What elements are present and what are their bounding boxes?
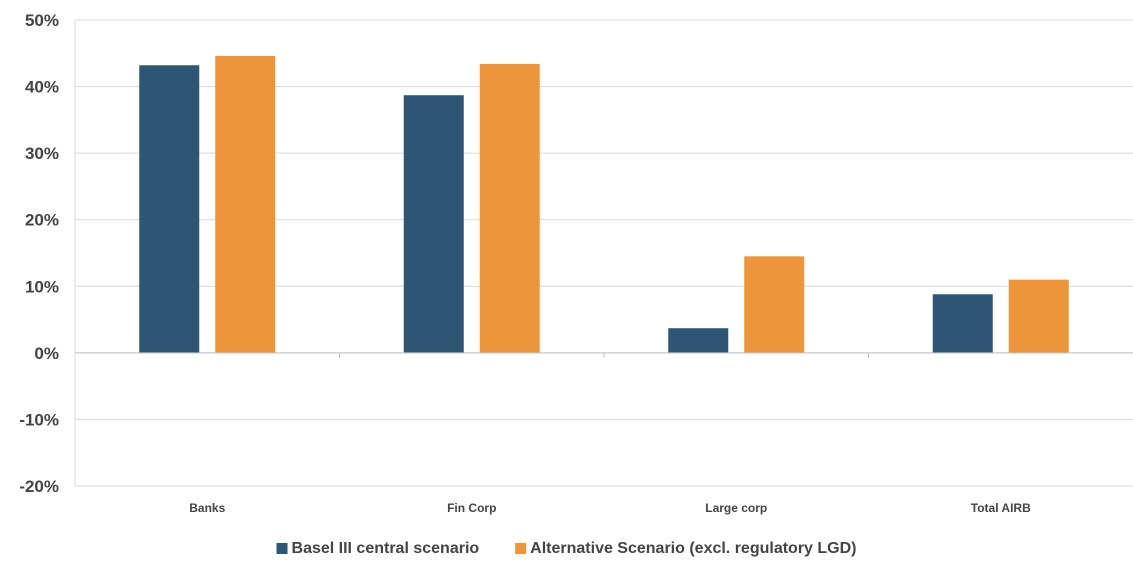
legend-label: Alternative Scenario (excl. regulatory L… xyxy=(530,540,856,557)
bars xyxy=(139,55,1069,353)
y-tick-label: -20% xyxy=(19,477,59,496)
bar-basel-iii-fin-corp xyxy=(403,95,464,353)
x-tick-label: Banks xyxy=(189,501,225,515)
x-tick-label: Large corp xyxy=(705,501,767,515)
y-tick-label: 30% xyxy=(25,144,59,163)
bar-basel-iii-large-corp xyxy=(668,328,729,353)
legend-swatch xyxy=(515,543,527,554)
bar-alternative-banks xyxy=(215,55,276,353)
x-tick-label: Total AIRB xyxy=(971,501,1031,515)
y-axis-ticks: -20% -10% 0% 10% 20% 30% 40% 50% xyxy=(19,11,59,496)
axes xyxy=(74,20,1133,486)
legend-label: Basel III central scenario xyxy=(292,540,480,557)
y-tick-label: 40% xyxy=(25,78,59,97)
bar-basel-iii-total-airb xyxy=(932,294,993,353)
y-tick-label: 10% xyxy=(25,277,59,296)
bar-alternative-total-airb xyxy=(1008,279,1069,353)
bar-basel-iii-banks xyxy=(139,65,200,353)
legend-swatch xyxy=(276,543,288,554)
x-axis-ticks: Banks Fin Corp Large corp Total AIRB xyxy=(189,501,1031,515)
legend: Basel III central scenario Alternative Sc… xyxy=(276,540,856,557)
y-tick-label: 0% xyxy=(34,344,59,363)
bar-alternative-large-corp xyxy=(744,256,805,353)
legend-item: Alternative Scenario (excl. regulatory L… xyxy=(515,540,856,557)
x-tick-label: Fin Corp xyxy=(447,501,496,515)
bar-alternative-fin-corp xyxy=(479,63,540,353)
y-tick-label: 20% xyxy=(25,211,59,230)
y-tick-label: -10% xyxy=(19,410,59,429)
legend-item: Basel III central scenario xyxy=(276,540,480,557)
y-tick-label: 50% xyxy=(25,11,59,30)
